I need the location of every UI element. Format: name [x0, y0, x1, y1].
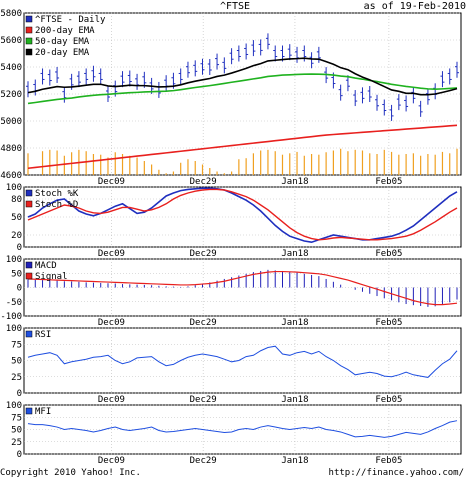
series-line-1	[27, 188, 458, 241]
panel-4: 0 25 50 75 100 MFI Dec09 Dec29 Jan18 Feb05	[6, 401, 462, 466]
date-label: Jan18	[281, 249, 308, 259]
y-tick-label: 75	[11, 340, 22, 350]
panel-frame	[23, 327, 462, 394]
legend-label: Stoch %D	[35, 200, 78, 210]
date-label: Dec29	[190, 177, 217, 187]
y-tick-label: 75	[11, 413, 22, 423]
legend-swatch	[25, 407, 33, 415]
date-label: Jan18	[281, 456, 308, 466]
y-tick-label: 25	[11, 373, 22, 383]
legend-swatch	[25, 261, 33, 269]
legend-label: MACD	[35, 261, 57, 271]
legend-label: RSI	[35, 330, 51, 340]
series-line-0	[27, 345, 458, 378]
y-tick-label: 50	[11, 426, 22, 436]
y-tick-label: -100	[0, 312, 22, 322]
y-tick-label: 5400	[0, 63, 22, 73]
y-tick-label: 50	[11, 357, 22, 367]
chart-title: ^FTSE	[219, 1, 251, 12]
y-tick-label: 5800	[0, 9, 22, 19]
y-tick-label: 5200	[0, 90, 22, 100]
y-tick-label: 100	[6, 324, 22, 334]
date-label: Feb05	[375, 456, 402, 466]
legend-swatch	[25, 200, 33, 208]
legend-label: MFI	[35, 407, 51, 417]
y-tick-label: 20	[11, 231, 22, 241]
date-label: Dec29	[190, 318, 217, 328]
source-url: http://finance.yahoo.com/	[328, 468, 464, 478]
date-label: Jan18	[281, 318, 308, 328]
legend-label: Signal	[35, 272, 68, 282]
date-label: Dec09	[98, 456, 125, 466]
date-label: Feb05	[375, 318, 402, 328]
y-tick-label: 100	[6, 183, 22, 193]
y-tick-label: 5000	[0, 117, 22, 127]
y-tick-label: 5600	[0, 36, 22, 46]
date-label: Dec29	[190, 249, 217, 259]
legend-swatch	[25, 37, 33, 45]
legend-label: Stoch %K	[35, 189, 79, 199]
y-tick-label: 0	[17, 450, 22, 460]
panel-frame	[23, 12, 462, 176]
date-label: Feb05	[375, 395, 402, 405]
legend-swatch	[25, 189, 33, 197]
y-tick-label: 4600	[0, 171, 22, 181]
date-label: Dec29	[190, 395, 217, 405]
legend-label: 20-day EMA	[35, 48, 90, 58]
legend-swatch	[25, 15, 33, 23]
date-label: Dec09	[98, 177, 125, 187]
y-tick-label: 0	[17, 243, 22, 253]
y-tick-label: 50	[11, 213, 22, 223]
date-label: Jan18	[281, 395, 308, 405]
legend-label: 50-day EMA	[35, 37, 90, 47]
series-line-1	[27, 124, 458, 170]
date-label: Dec09	[98, 395, 125, 405]
legend-swatch	[25, 272, 33, 280]
legend-swatch	[25, 26, 33, 34]
signal-line	[27, 270, 458, 306]
panel-0: 4600 4800 5000 5200 5400 5600 5800 ^FTSE - Dail…	[0, 9, 462, 187]
y-tick-label: -50	[6, 298, 22, 308]
date-label: Jan18	[281, 177, 308, 187]
y-tick-label: 100	[6, 401, 22, 411]
series-line-2	[27, 73, 458, 105]
y-tick-label: 50	[11, 269, 22, 279]
y-tick-label: 25	[11, 438, 22, 448]
date-label: Feb05	[375, 249, 402, 259]
date-label: Feb05	[375, 177, 402, 187]
panel-3: 0 25 50 75 100 RSI Dec09 Dec29 Jan18 Feb05	[6, 324, 462, 405]
as-of-date: as of 19-Feb-2010	[363, 1, 466, 12]
date-label: Dec29	[190, 456, 217, 466]
y-tick-label: 0	[17, 284, 22, 294]
date-label: Dec09	[98, 318, 125, 328]
legend-label: ^FTSE - Daily	[35, 15, 106, 25]
series-line-0	[27, 420, 458, 438]
legend-swatch	[25, 330, 33, 338]
legend-swatch	[25, 48, 33, 56]
legend-label: 200-day EMA	[35, 26, 95, 36]
y-tick-label: 80	[11, 195, 22, 205]
date-label: Dec09	[98, 249, 125, 259]
panel-frame	[23, 258, 462, 317]
y-tick-label: 100	[6, 255, 22, 265]
copyright-text: Copyright 2010 Yahoo! Inc.	[0, 468, 141, 478]
y-tick-label: 4800	[0, 144, 22, 154]
series-line-3	[27, 57, 458, 96]
y-tick-label: 0	[17, 389, 22, 399]
